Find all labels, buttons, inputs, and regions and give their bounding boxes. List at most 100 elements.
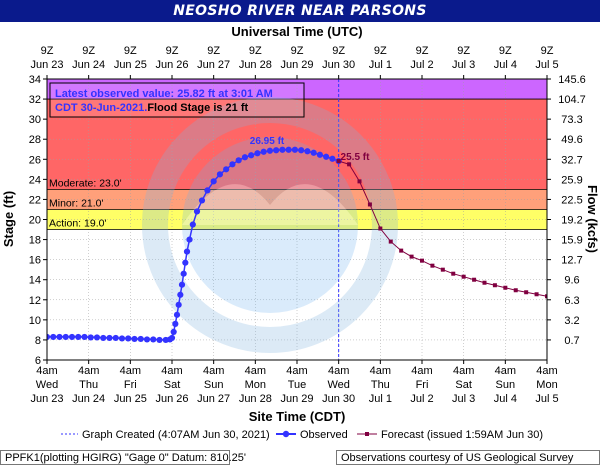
forecast-point [430,263,435,268]
x-tick-label: 4am [78,365,99,377]
x-tick-label: 4am [328,365,349,377]
noaa-watermark [142,97,398,353]
observed-point [248,152,255,159]
observed-point [216,171,224,178]
forecast-point [492,283,497,288]
x-tick-label: Jun 26 [155,393,188,405]
flow-tick-label: 49.6 [561,134,582,146]
observed-point [131,335,138,343]
top-tick-label: 9Z [82,45,95,57]
forecast-point [388,239,393,244]
flood-stage-text: Flood Stage is 21 ft [147,102,248,114]
forecast-point [472,277,477,282]
x-tick-label: Jul 4 [494,393,517,405]
observed-point [298,147,305,154]
x-tick-label: 4am [495,365,516,377]
chart-title: NEOSHO RIVER NEAR PARSONS [0,0,600,22]
top-tick-label: Jun 25 [114,59,147,71]
flow-tick-label: 145.6 [558,74,586,86]
x-tick-label: Jul 2 [410,393,433,405]
forecast-point [420,258,424,263]
observed-point [279,146,286,153]
observed-point [68,333,76,341]
top-tick-label: 9Z [416,45,429,57]
flow-tick-label: 3.2 [564,315,579,327]
observed-point [125,335,132,342]
y-tick-label: 30 [29,114,41,126]
observed-point [186,236,193,243]
y-tick-label: 8 [35,335,41,347]
axis-ticks: 6 8 10 12 14 16 18 20 22 24 26 28 30 32 34 0.7 3.2 6.3 9.6… [29,45,586,405]
watermark-bird [182,184,358,225]
observed-point [285,146,292,153]
observed-point [183,248,191,255]
flood-category-labels: Moderate: 23.0' Minor: 21.0' Action: 19.0' [49,177,122,229]
x-tick-label: Sat [455,379,472,391]
x-tick-label: 4am [370,365,391,377]
top-tick-label: 9Z [207,45,220,57]
observed-point [180,270,187,277]
forecast-point [451,271,456,276]
y-tick-label: 28 [29,134,41,146]
x-tick-label: Jul 3 [452,393,475,405]
forecast-point [513,288,518,293]
left-axis-title: Stage (ft) [1,191,16,247]
top-tick-label: 9Z [374,45,387,57]
observed-point [112,334,119,342]
x-tick-label: Jun 27 [197,393,230,405]
x-tick-label: 4am [245,365,266,377]
svg-text:CDT 30-Jun-2021.Flood Stage is: CDT 30-Jun-2021.Flood Stage is 21 ft [55,102,248,114]
top-tick-label: 9Z [41,45,54,57]
legend-forecast: Forecast (issued 1:59AM Jun 30) [381,429,543,441]
forecast-point [524,290,529,295]
observed-point [81,333,88,341]
top-tick-label: 9Z [124,45,137,57]
top-tick-label: Jul 1 [369,59,392,71]
y-tick-label: 6 [35,355,41,367]
observed-point [100,334,107,342]
y-tick-label: 18 [29,235,41,247]
x-tick-label: 4am [203,365,224,377]
x-tick-label: Sat [164,379,181,391]
legend: Graph Created (4:07AM Jun 30, 2021) Obse… [61,429,543,441]
observed-point [241,154,249,161]
observed-point [150,336,157,343]
x-tick-label: Fri [416,379,429,391]
flow-tick-label: 73.3 [561,114,582,126]
observed-point [329,155,336,162]
x-tick-label: Jun 28 [239,393,272,405]
x-tick-label: Jun 24 [72,393,105,405]
watermark-ring [142,97,398,353]
x-tick-label: Jun 25 [114,393,147,405]
observed-point [143,336,151,343]
forecast-point [409,254,414,259]
top-tick-label: 9Z [249,45,262,57]
observed-point [266,147,274,154]
forecast-point [399,248,404,253]
y-tick-label: 14 [29,275,41,287]
observed-point [50,333,57,341]
x-tick-label: Jun 29 [280,393,313,405]
forecast-crest-label: 25.5 ft [341,152,371,163]
flow-tick-label: 32.7 [561,154,582,166]
top-tick-label: Jul 5 [535,59,558,71]
x-tick-label: Wed [327,379,349,391]
forecast-point [503,285,508,290]
observed-point [182,259,189,266]
flow-tick-label: 25.9 [561,174,582,186]
y-tick-label: 32 [29,94,41,106]
flow-tick-label: 9.6 [564,275,579,287]
footer-credit: Observations courtesy of US Geological S… [336,450,600,465]
top-tick-label: Jun 27 [197,59,230,71]
observed-point [198,197,206,204]
observed-crest-label: 26.95 ft [250,136,285,147]
legend-observed-marker [282,430,290,438]
observed-point [93,334,101,341]
x-tick-label: 4am [411,365,432,377]
observed-point [168,334,176,342]
observed-point [310,149,317,156]
observed-point [75,333,82,341]
x-tick-label: Tue [288,379,307,391]
latest-observation-line1: Latest observed value: 25.82 ft at 3:01 … [55,88,273,100]
forecast-point [461,274,466,279]
